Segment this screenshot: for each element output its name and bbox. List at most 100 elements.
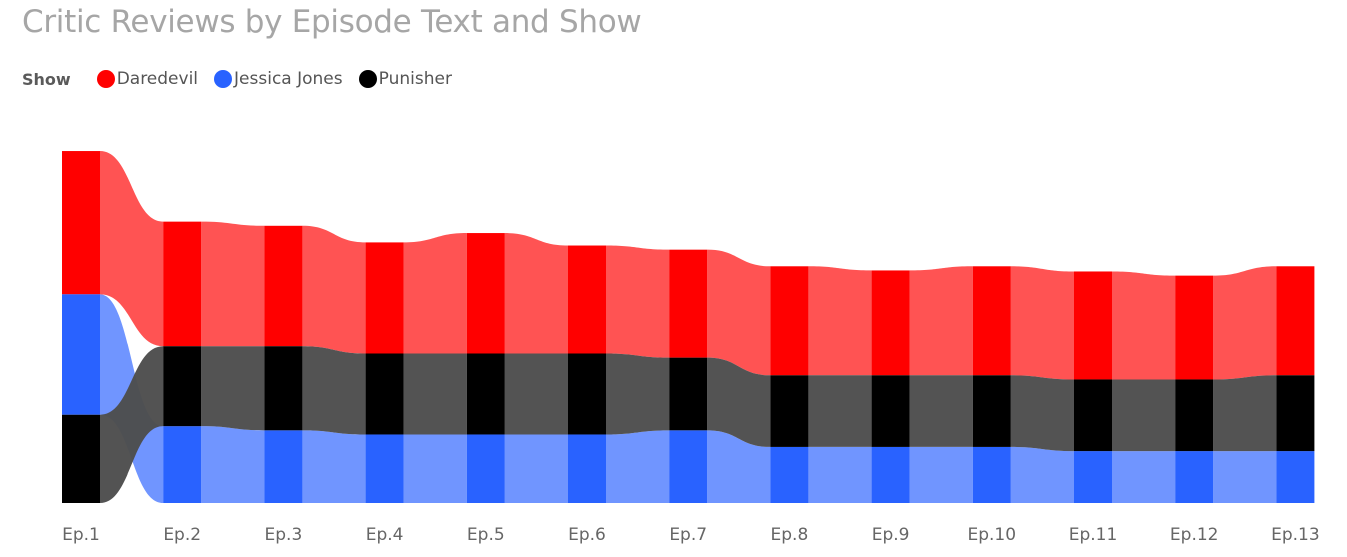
bar-daredevil-ep.8 (770, 266, 809, 376)
ribbon-jessica-jones-ep.9 (909, 446, 973, 503)
ribbon-punisher-ep.2 (201, 346, 265, 431)
ribbon-daredevil-ep.5 (504, 233, 568, 354)
x-tick-label-ep.11: Ep.11 (1069, 525, 1118, 545)
bar-daredevil-ep.1 (62, 151, 100, 295)
x-tick-label-ep.9: Ep.9 (872, 525, 910, 545)
bar-daredevil-ep.10 (972, 266, 1011, 376)
bar-daredevil-ep.12 (1175, 275, 1214, 380)
bar-jessica-jones-ep.9 (871, 446, 910, 503)
bar-punisher-ep.8 (770, 375, 809, 447)
bar-daredevil-ep.6 (568, 245, 606, 354)
ribbon-daredevil-ep.3 (302, 225, 366, 354)
x-tick-label-ep.2: Ep.2 (163, 525, 201, 545)
ribbon-punisher-ep.10 (1010, 375, 1074, 452)
ribbon-punisher-ep.7 (707, 357, 771, 447)
ribbon-punisher-ep.1 (100, 346, 164, 503)
ribbon-daredevil-ep.11 (1112, 271, 1176, 380)
bar-daredevil-ep.13 (1276, 266, 1315, 376)
ribbon-jessica-jones-ep.6 (606, 430, 670, 503)
ribbon-punisher-ep.9 (909, 375, 973, 447)
bar-punisher-ep.10 (972, 375, 1011, 447)
legend-marker-jessica-jones (214, 70, 233, 88)
bar-jessica-jones-ep.6 (568, 434, 606, 503)
ribbon-daredevil-ep.4 (403, 233, 467, 354)
bar-daredevil-ep.11 (1074, 271, 1112, 380)
bar-jessica-jones-ep.13 (1276, 451, 1315, 503)
chart-title: Critic Reviews by Episode Text and Show (22, 4, 642, 40)
bar-daredevil-ep.2 (163, 221, 202, 347)
legend-item-punisher[interactable]: Punisher (358, 69, 452, 89)
ribbon-daredevil-ep.12 (1213, 266, 1277, 380)
ribbon-jessica-jones-ep.4 (403, 434, 467, 503)
bar-jessica-jones-ep.8 (770, 446, 809, 503)
legend-marker-daredevil (96, 70, 115, 88)
bar-punisher-ep.11 (1074, 379, 1112, 452)
bar-daredevil-ep.9 (871, 270, 910, 376)
bar-jessica-jones-ep.10 (972, 446, 1011, 503)
ribbon-punisher-ep.5 (504, 353, 568, 435)
x-tick-label-ep.12: Ep.12 (1170, 525, 1219, 545)
ribbon-punisher-ep.4 (403, 353, 467, 435)
x-tick-label-ep.6: Ep.6 (568, 525, 606, 545)
bar-punisher-ep.6 (568, 353, 606, 435)
bar-punisher-ep.3 (264, 346, 303, 431)
ribbon-daredevil-ep.10 (1010, 266, 1074, 380)
ribbon-jessica-jones-ep.12 (1213, 451, 1277, 503)
x-tick-label-ep.7: Ep.7 (669, 525, 707, 545)
ribbon-punisher-ep.6 (606, 353, 670, 435)
ribbon-punisher-ep.12 (1213, 375, 1277, 452)
bar-punisher-ep.5 (466, 353, 505, 435)
ribbon-daredevil-ep.9 (909, 266, 973, 376)
x-tick-label-ep.4: Ep.4 (366, 525, 404, 545)
ribbon-jessica-jones-ep.5 (504, 434, 568, 503)
ribbon-jessica-jones-ep.7 (707, 430, 771, 503)
ribbon-punisher-ep.8 (808, 375, 872, 447)
legend-label-daredevil: Daredevil (116, 69, 199, 89)
bar-jessica-jones-ep.4 (365, 434, 404, 503)
ribbon-daredevil-ep.6 (606, 245, 670, 358)
legend-label-punisher: Punisher (378, 69, 452, 89)
x-tick-label-ep.5: Ep.5 (467, 525, 505, 545)
legend-title: Show (22, 69, 71, 89)
bar-jessica-jones-ep.3 (264, 430, 303, 503)
x-tick-label-ep.3: Ep.3 (265, 525, 303, 545)
ribbon-punisher-ep.3 (302, 346, 366, 435)
bar-punisher-ep.2 (163, 346, 202, 427)
bar-jessica-jones-ep.1 (62, 294, 100, 415)
bar-jessica-jones-ep.12 (1175, 451, 1214, 503)
x-tick-label-ep.8: Ep.8 (771, 525, 809, 545)
ribbon-punisher-ep.11 (1112, 379, 1176, 452)
bar-jessica-jones-ep.7 (669, 430, 708, 503)
ribbon-jessica-jones-ep.11 (1112, 451, 1176, 503)
bar-daredevil-ep.5 (466, 233, 505, 354)
bar-punisher-ep.9 (871, 375, 910, 447)
x-tick-label-ep.1: Ep.1 (62, 525, 100, 545)
x-tick-label-ep.10: Ep.10 (968, 525, 1017, 545)
bar-punisher-ep.7 (669, 357, 708, 431)
ribbon-daredevil-ep.1 (100, 151, 164, 347)
ribbon-daredevil-ep.7 (707, 249, 771, 376)
ribbon-daredevil-ep.8 (808, 266, 872, 376)
bar-jessica-jones-ep.11 (1074, 451, 1112, 503)
legend-item-daredevil[interactable]: Daredevil (96, 69, 199, 89)
bar-daredevil-ep.4 (365, 242, 404, 354)
bar-daredevil-ep.3 (264, 225, 303, 347)
bar-daredevil-ep.7 (669, 249, 708, 358)
bar-jessica-jones-ep.2 (163, 426, 202, 503)
ribbon-daredevil-ep.2 (201, 221, 265, 347)
ribbon-jessica-jones-ep.8 (808, 446, 872, 503)
bar-punisher-ep.12 (1175, 379, 1214, 452)
bar-punisher-ep.4 (365, 353, 404, 435)
legend-marker-punisher (358, 70, 377, 88)
bar-jessica-jones-ep.5 (466, 434, 505, 503)
legend-label-jessica-jones: Jessica Jones (234, 69, 343, 89)
legend: Show Daredevil Jessica Jones Punisher (22, 67, 468, 91)
ribbon-jessica-jones-ep.2 (201, 426, 265, 503)
bar-punisher-ep.13 (1276, 375, 1315, 452)
x-tick-label-ep.13: Ep.13 (1271, 525, 1320, 545)
ribbon-jessica-jones-ep.10 (1010, 446, 1074, 503)
legend-item-jessica-jones[interactable]: Jessica Jones (214, 69, 343, 89)
bar-punisher-ep.1 (62, 414, 100, 503)
ribbon-jessica-jones-ep.3 (302, 430, 366, 503)
